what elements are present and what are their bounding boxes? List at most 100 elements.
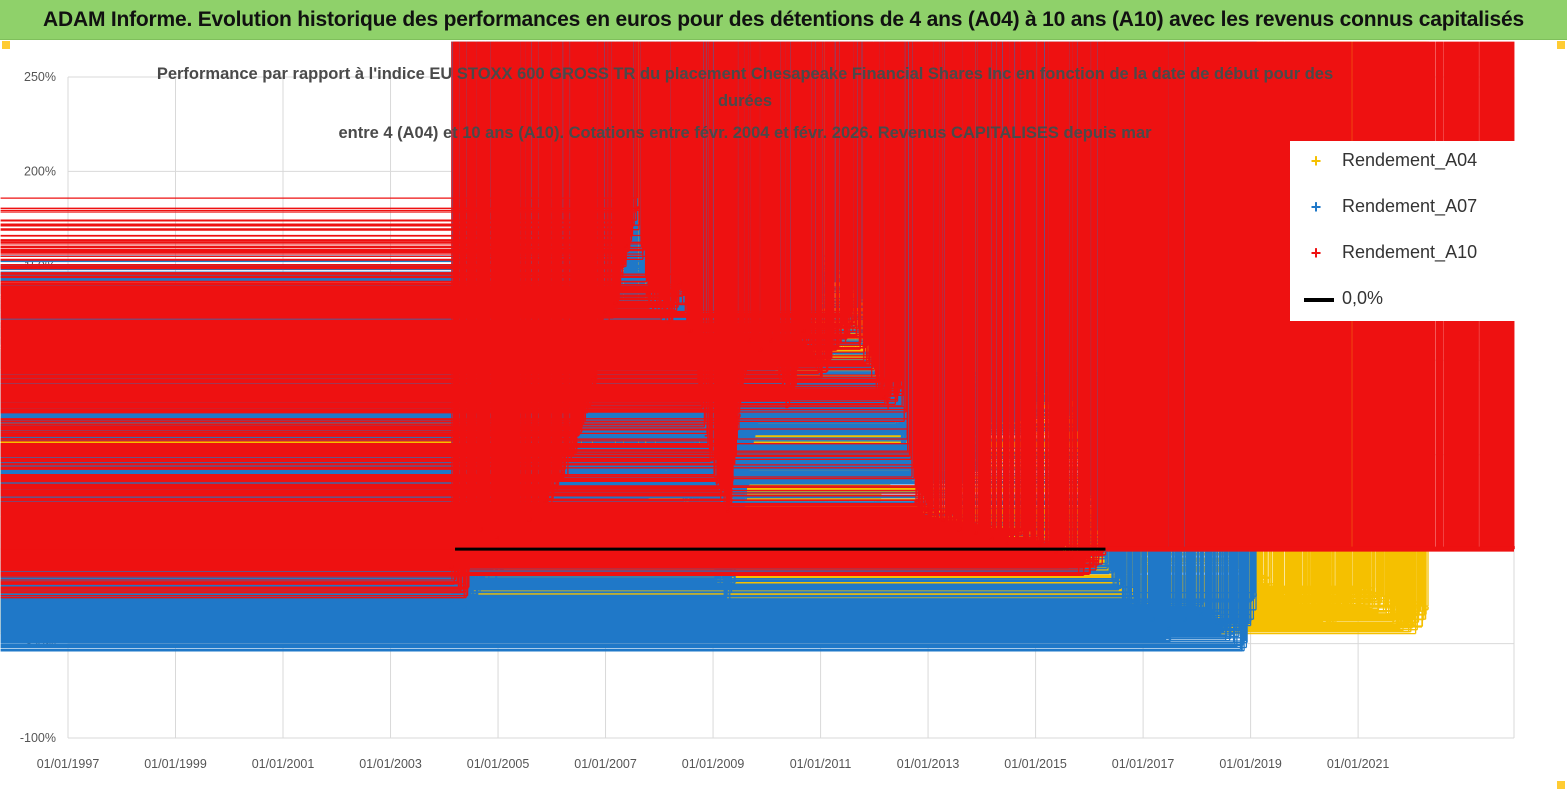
x-tick-label: 01/01/2005 (467, 757, 530, 771)
data-point (1118, 583, 1123, 588)
data-point (957, 527, 962, 532)
data-point (462, 606, 467, 611)
x-tick-label: 01/01/2021 (1327, 757, 1390, 771)
x-tick-label: 01/01/2009 (682, 757, 745, 771)
legend-item-zero[interactable]: 0,0% (1290, 285, 1515, 315)
data-point (1242, 636, 1246, 641)
data-point (892, 413, 897, 418)
data-point (1167, 625, 1171, 630)
chart-svg: 250%200%150%100%50%0%-50%-100%01/01/1997… (0, 41, 1515, 771)
data-point (591, 376, 596, 380)
data-point (1344, 602, 1349, 607)
data-point (677, 281, 682, 286)
data-point (1231, 631, 1236, 635)
data-point (449, 565, 454, 569)
data-point (591, 470, 596, 475)
chart-legend: + Rendement_A04 + Rendement_A07 + Rendem… (1290, 141, 1515, 321)
x-tick-label: 01/01/2011 (790, 757, 852, 771)
x-tick-label: 01/01/1999 (144, 757, 207, 771)
data-point (704, 432, 709, 437)
data-point (1183, 617, 1187, 622)
x-tick-label: 01/01/1997 (37, 757, 100, 771)
data-point (849, 319, 854, 324)
data-point (1253, 593, 1257, 598)
legend-marker-a04-icon: + (1310, 151, 1322, 171)
x-tick-label: 01/01/2001 (252, 757, 315, 771)
header-title: ADAM Informe. Evolution historique des p… (43, 8, 1524, 31)
data-point (973, 531, 978, 535)
data-point (1150, 617, 1155, 622)
series-points (0, 41, 1106, 599)
chart-title-line-2: durées (717, 92, 773, 110)
y-tick-label: 250% (24, 70, 56, 84)
data-point (1312, 606, 1316, 611)
chart-title-line-3: entre 4 (A04) et 10 ans (A10). Cotations… (338, 124, 1152, 142)
data-point (656, 300, 661, 305)
data-point (914, 498, 919, 503)
data-point (1102, 555, 1107, 560)
data-point (656, 470, 661, 475)
y-tick-label: -100% (20, 731, 56, 745)
x-tick-label: 01/01/2003 (359, 757, 422, 771)
corner-mark-top-right (1557, 41, 1565, 49)
data-point (1263, 583, 1268, 588)
corner-mark-bottom-right (1557, 781, 1565, 789)
series-rendement-a10 (0, 41, 1107, 599)
data-point (1376, 599, 1381, 603)
data-point (715, 480, 720, 484)
legend-label-a07: Rendement_A07 (1342, 196, 1478, 216)
data-point (1102, 551, 1107, 556)
series-layer (0, 41, 1515, 652)
data-point (1425, 606, 1429, 611)
data-point (1215, 621, 1220, 626)
legend-label-a04: Rendement_A04 (1342, 150, 1478, 170)
legend-label-a10: Rendement_A10 (1342, 242, 1478, 262)
data-point (833, 338, 838, 343)
data-point (667, 319, 671, 324)
data-point (1021, 536, 1026, 541)
header-bar: ADAM Informe. Evolution historique des p… (0, 0, 1567, 40)
data-point (613, 300, 618, 305)
data-point (624, 244, 628, 248)
data-point (785, 404, 790, 409)
data-point (1279, 599, 1284, 603)
data-point (726, 593, 730, 598)
x-tick-label: 01/01/2019 (1219, 757, 1282, 771)
data-point (758, 347, 763, 352)
data-point (449, 599, 454, 603)
data-point (1070, 555, 1074, 560)
y-tick-label: 200% (24, 164, 56, 178)
data-point (575, 432, 580, 437)
data-point (688, 329, 693, 333)
data-point (726, 508, 730, 513)
data-point (1328, 617, 1332, 622)
data-point (989, 536, 994, 541)
data-point (602, 310, 607, 314)
data-point (898, 385, 902, 390)
x-tick-label: 01/01/2017 (1112, 757, 1175, 771)
data-point (645, 291, 650, 295)
data-point (747, 338, 752, 343)
legend-item-a10[interactable]: + Rendement_A10 (1290, 239, 1515, 269)
data-point (462, 583, 467, 588)
chart-area: 250% 200% 150% 100% 50% 0% -50% -100% 01/01/1997… (0, 41, 1567, 790)
x-tick-label: 01/01/2015 (1004, 757, 1067, 771)
data-point (801, 329, 806, 333)
data-point (1360, 593, 1365, 598)
data-point (817, 366, 822, 371)
x-tick-label: 01/01/2007 (574, 757, 637, 771)
legend-marker-a07-icon: + (1310, 197, 1322, 217)
data-point (1086, 561, 1091, 566)
data-point (543, 498, 548, 503)
legend-item-a04[interactable]: + Rendement_A04 (1290, 147, 1515, 177)
data-point (1134, 602, 1139, 607)
data-point (882, 395, 886, 399)
data-point (865, 357, 870, 362)
data-point (736, 413, 741, 418)
data-point (941, 517, 945, 522)
data-point (1038, 542, 1042, 547)
legend-item-a07[interactable]: + Rendement_A07 (1290, 193, 1515, 223)
data-point (527, 517, 532, 522)
data-point (1392, 612, 1397, 616)
data-point (559, 470, 564, 475)
